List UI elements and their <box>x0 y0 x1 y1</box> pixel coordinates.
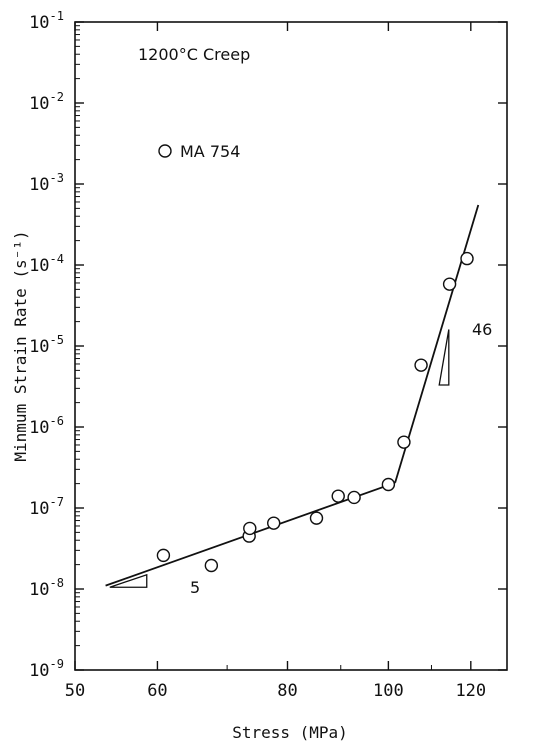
y-axis-ticks: 10-1 10-2 10-3 10-4 10-5 10-6 10-7 10-8 10-9 <box>29 9 507 681</box>
fit-line <box>394 204 480 484</box>
y-tick-label: 10-5 <box>29 333 64 357</box>
slope-triangle <box>109 573 148 588</box>
x-tick-label: 80 <box>277 681 297 701</box>
y-axis-title: Minmum Strain Rate (s⁻¹) <box>11 230 30 461</box>
x-tick-label: 50 <box>65 681 85 701</box>
y-tick-label: 10-1 <box>29 9 64 33</box>
x-tick-label: 100 <box>373 681 404 701</box>
x-axis-title: Stress (MPa) <box>232 723 348 742</box>
data-point <box>309 511 324 525</box>
legend-label: MA 754 <box>180 142 240 161</box>
data-point <box>381 477 396 492</box>
data-point <box>243 521 257 536</box>
x-axis-ticks: 50 60 80 100 120 <box>65 22 486 701</box>
y-tick-label: 10-2 <box>29 90 64 114</box>
data-point <box>460 251 474 266</box>
y-tick-label: 10-4 <box>29 252 64 276</box>
slope-label-low: 5 <box>190 578 200 597</box>
data-point <box>156 548 171 563</box>
slope-triangles <box>109 329 450 588</box>
data-point <box>397 435 411 449</box>
gridless-plot: 10-1 10-2 10-3 10-4 10-5 10-6 10-7 10-8 10-9 50 6… <box>29 9 508 701</box>
x-tick-label: 120 <box>455 681 486 701</box>
y-tick-label: 10-3 <box>29 171 64 195</box>
data-points <box>156 251 474 573</box>
legend-marker-circle <box>158 144 172 158</box>
data-point <box>204 558 219 573</box>
data-point <box>414 358 428 372</box>
data-point <box>331 489 345 503</box>
data-point <box>442 277 457 291</box>
slope-triangle <box>438 329 450 386</box>
x-tick-label: 60 <box>147 681 167 701</box>
y-tick-label: 10-7 <box>29 495 64 519</box>
condition-label: 1200°C Creep <box>138 45 250 64</box>
y-tick-label: 10-8 <box>29 576 64 600</box>
data-point <box>267 516 281 530</box>
fit-lines <box>105 204 480 587</box>
y-tick-label: 10-6 <box>29 414 64 438</box>
y-tick-label: 10-9 <box>29 657 64 681</box>
slope-label-high: 46 <box>472 320 492 339</box>
data-point <box>347 490 361 505</box>
